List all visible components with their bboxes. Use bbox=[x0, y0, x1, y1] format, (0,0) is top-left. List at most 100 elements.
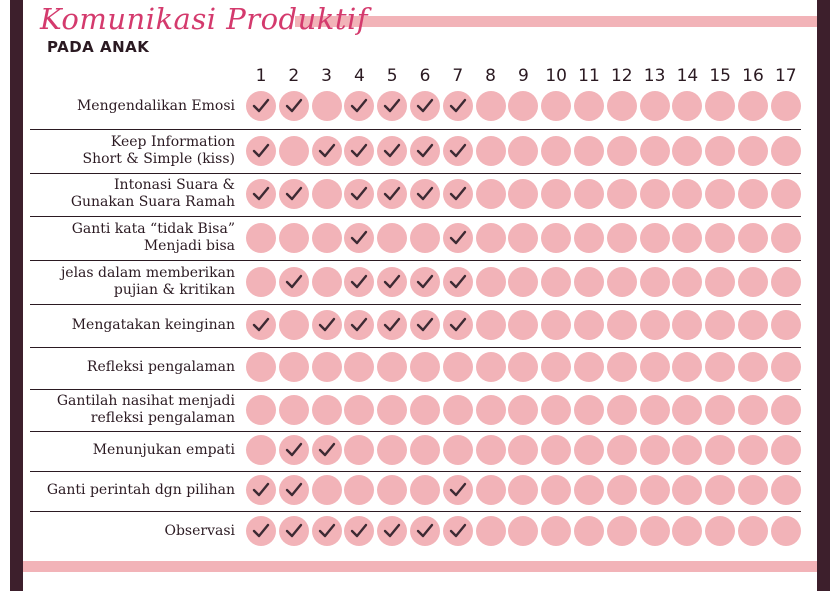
checked-circle[interactable] bbox=[442, 516, 473, 546]
empty-circle[interactable] bbox=[705, 435, 736, 465]
empty-circle[interactable] bbox=[705, 91, 736, 121]
empty-circle[interactable] bbox=[541, 223, 572, 253]
empty-circle[interactable] bbox=[574, 223, 604, 253]
checked-circle[interactable] bbox=[410, 267, 440, 297]
empty-circle[interactable] bbox=[246, 395, 276, 425]
checked-circle[interactable] bbox=[442, 475, 473, 505]
checked-circle[interactable] bbox=[246, 310, 276, 340]
checked-circle[interactable] bbox=[377, 179, 408, 209]
empty-circle[interactable] bbox=[770, 475, 801, 505]
empty-circle[interactable] bbox=[541, 91, 572, 121]
empty-circle[interactable] bbox=[738, 435, 768, 465]
empty-circle[interactable] bbox=[278, 136, 309, 166]
empty-circle[interactable] bbox=[246, 267, 276, 297]
empty-circle[interactable] bbox=[738, 223, 768, 253]
empty-circle[interactable] bbox=[508, 475, 539, 505]
checked-circle[interactable] bbox=[410, 136, 440, 166]
checked-circle[interactable] bbox=[278, 91, 309, 121]
checked-circle[interactable] bbox=[377, 516, 408, 546]
empty-circle[interactable] bbox=[770, 136, 801, 166]
checked-circle[interactable] bbox=[410, 310, 440, 340]
empty-circle[interactable] bbox=[606, 136, 637, 166]
empty-circle[interactable] bbox=[705, 310, 736, 340]
empty-circle[interactable] bbox=[475, 395, 506, 425]
checked-circle[interactable] bbox=[246, 516, 276, 546]
empty-circle[interactable] bbox=[344, 435, 375, 465]
empty-circle[interactable] bbox=[770, 267, 801, 297]
checked-circle[interactable] bbox=[377, 310, 408, 340]
empty-circle[interactable] bbox=[311, 223, 342, 253]
empty-circle[interactable] bbox=[475, 310, 506, 340]
empty-circle[interactable] bbox=[508, 136, 539, 166]
checked-circle[interactable] bbox=[344, 516, 375, 546]
empty-circle[interactable] bbox=[246, 352, 276, 382]
checked-circle[interactable] bbox=[311, 516, 342, 546]
empty-circle[interactable] bbox=[738, 91, 768, 121]
empty-circle[interactable] bbox=[705, 136, 736, 166]
checked-circle[interactable] bbox=[311, 136, 342, 166]
empty-circle[interactable] bbox=[738, 475, 768, 505]
checked-circle[interactable] bbox=[344, 136, 375, 166]
empty-circle[interactable] bbox=[508, 310, 539, 340]
empty-circle[interactable] bbox=[738, 516, 768, 546]
checked-circle[interactable] bbox=[246, 91, 276, 121]
empty-circle[interactable] bbox=[442, 435, 473, 465]
empty-circle[interactable] bbox=[311, 179, 342, 209]
empty-circle[interactable] bbox=[377, 475, 408, 505]
checked-circle[interactable] bbox=[311, 435, 342, 465]
empty-circle[interactable] bbox=[606, 395, 637, 425]
empty-circle[interactable] bbox=[639, 435, 670, 465]
empty-circle[interactable] bbox=[672, 267, 703, 297]
empty-circle[interactable] bbox=[541, 136, 572, 166]
empty-circle[interactable] bbox=[574, 435, 604, 465]
empty-circle[interactable] bbox=[541, 352, 572, 382]
checked-circle[interactable] bbox=[278, 179, 309, 209]
empty-circle[interactable] bbox=[410, 435, 440, 465]
empty-circle[interactable] bbox=[738, 310, 768, 340]
empty-circle[interactable] bbox=[606, 516, 637, 546]
empty-circle[interactable] bbox=[442, 395, 473, 425]
empty-circle[interactable] bbox=[541, 516, 572, 546]
empty-circle[interactable] bbox=[410, 395, 440, 425]
empty-circle[interactable] bbox=[311, 395, 342, 425]
checked-circle[interactable] bbox=[311, 310, 342, 340]
empty-circle[interactable] bbox=[639, 352, 670, 382]
empty-circle[interactable] bbox=[278, 223, 309, 253]
checked-circle[interactable] bbox=[278, 435, 309, 465]
empty-circle[interactable] bbox=[475, 435, 506, 465]
checked-circle[interactable] bbox=[278, 516, 309, 546]
empty-circle[interactable] bbox=[738, 395, 768, 425]
checked-circle[interactable] bbox=[442, 136, 473, 166]
empty-circle[interactable] bbox=[278, 352, 309, 382]
empty-circle[interactable] bbox=[508, 223, 539, 253]
checked-circle[interactable] bbox=[344, 310, 375, 340]
empty-circle[interactable] bbox=[672, 136, 703, 166]
empty-circle[interactable] bbox=[606, 435, 637, 465]
empty-circle[interactable] bbox=[475, 475, 506, 505]
empty-circle[interactable] bbox=[705, 516, 736, 546]
empty-circle[interactable] bbox=[541, 435, 572, 465]
checked-circle[interactable] bbox=[442, 91, 473, 121]
checked-circle[interactable] bbox=[246, 179, 276, 209]
empty-circle[interactable] bbox=[705, 475, 736, 505]
empty-circle[interactable] bbox=[639, 395, 670, 425]
empty-circle[interactable] bbox=[639, 91, 670, 121]
empty-circle[interactable] bbox=[508, 91, 539, 121]
empty-circle[interactable] bbox=[475, 516, 506, 546]
empty-circle[interactable] bbox=[508, 516, 539, 546]
empty-circle[interactable] bbox=[738, 179, 768, 209]
empty-circle[interactable] bbox=[639, 310, 670, 340]
checked-circle[interactable] bbox=[377, 267, 408, 297]
empty-circle[interactable] bbox=[639, 223, 670, 253]
empty-circle[interactable] bbox=[278, 395, 309, 425]
empty-circle[interactable] bbox=[475, 352, 506, 382]
empty-circle[interactable] bbox=[606, 267, 637, 297]
empty-circle[interactable] bbox=[475, 223, 506, 253]
empty-circle[interactable] bbox=[672, 223, 703, 253]
checked-circle[interactable] bbox=[246, 136, 276, 166]
checked-circle[interactable] bbox=[246, 475, 276, 505]
empty-circle[interactable] bbox=[672, 435, 703, 465]
empty-circle[interactable] bbox=[344, 475, 375, 505]
empty-circle[interactable] bbox=[377, 395, 408, 425]
checked-circle[interactable] bbox=[377, 91, 408, 121]
